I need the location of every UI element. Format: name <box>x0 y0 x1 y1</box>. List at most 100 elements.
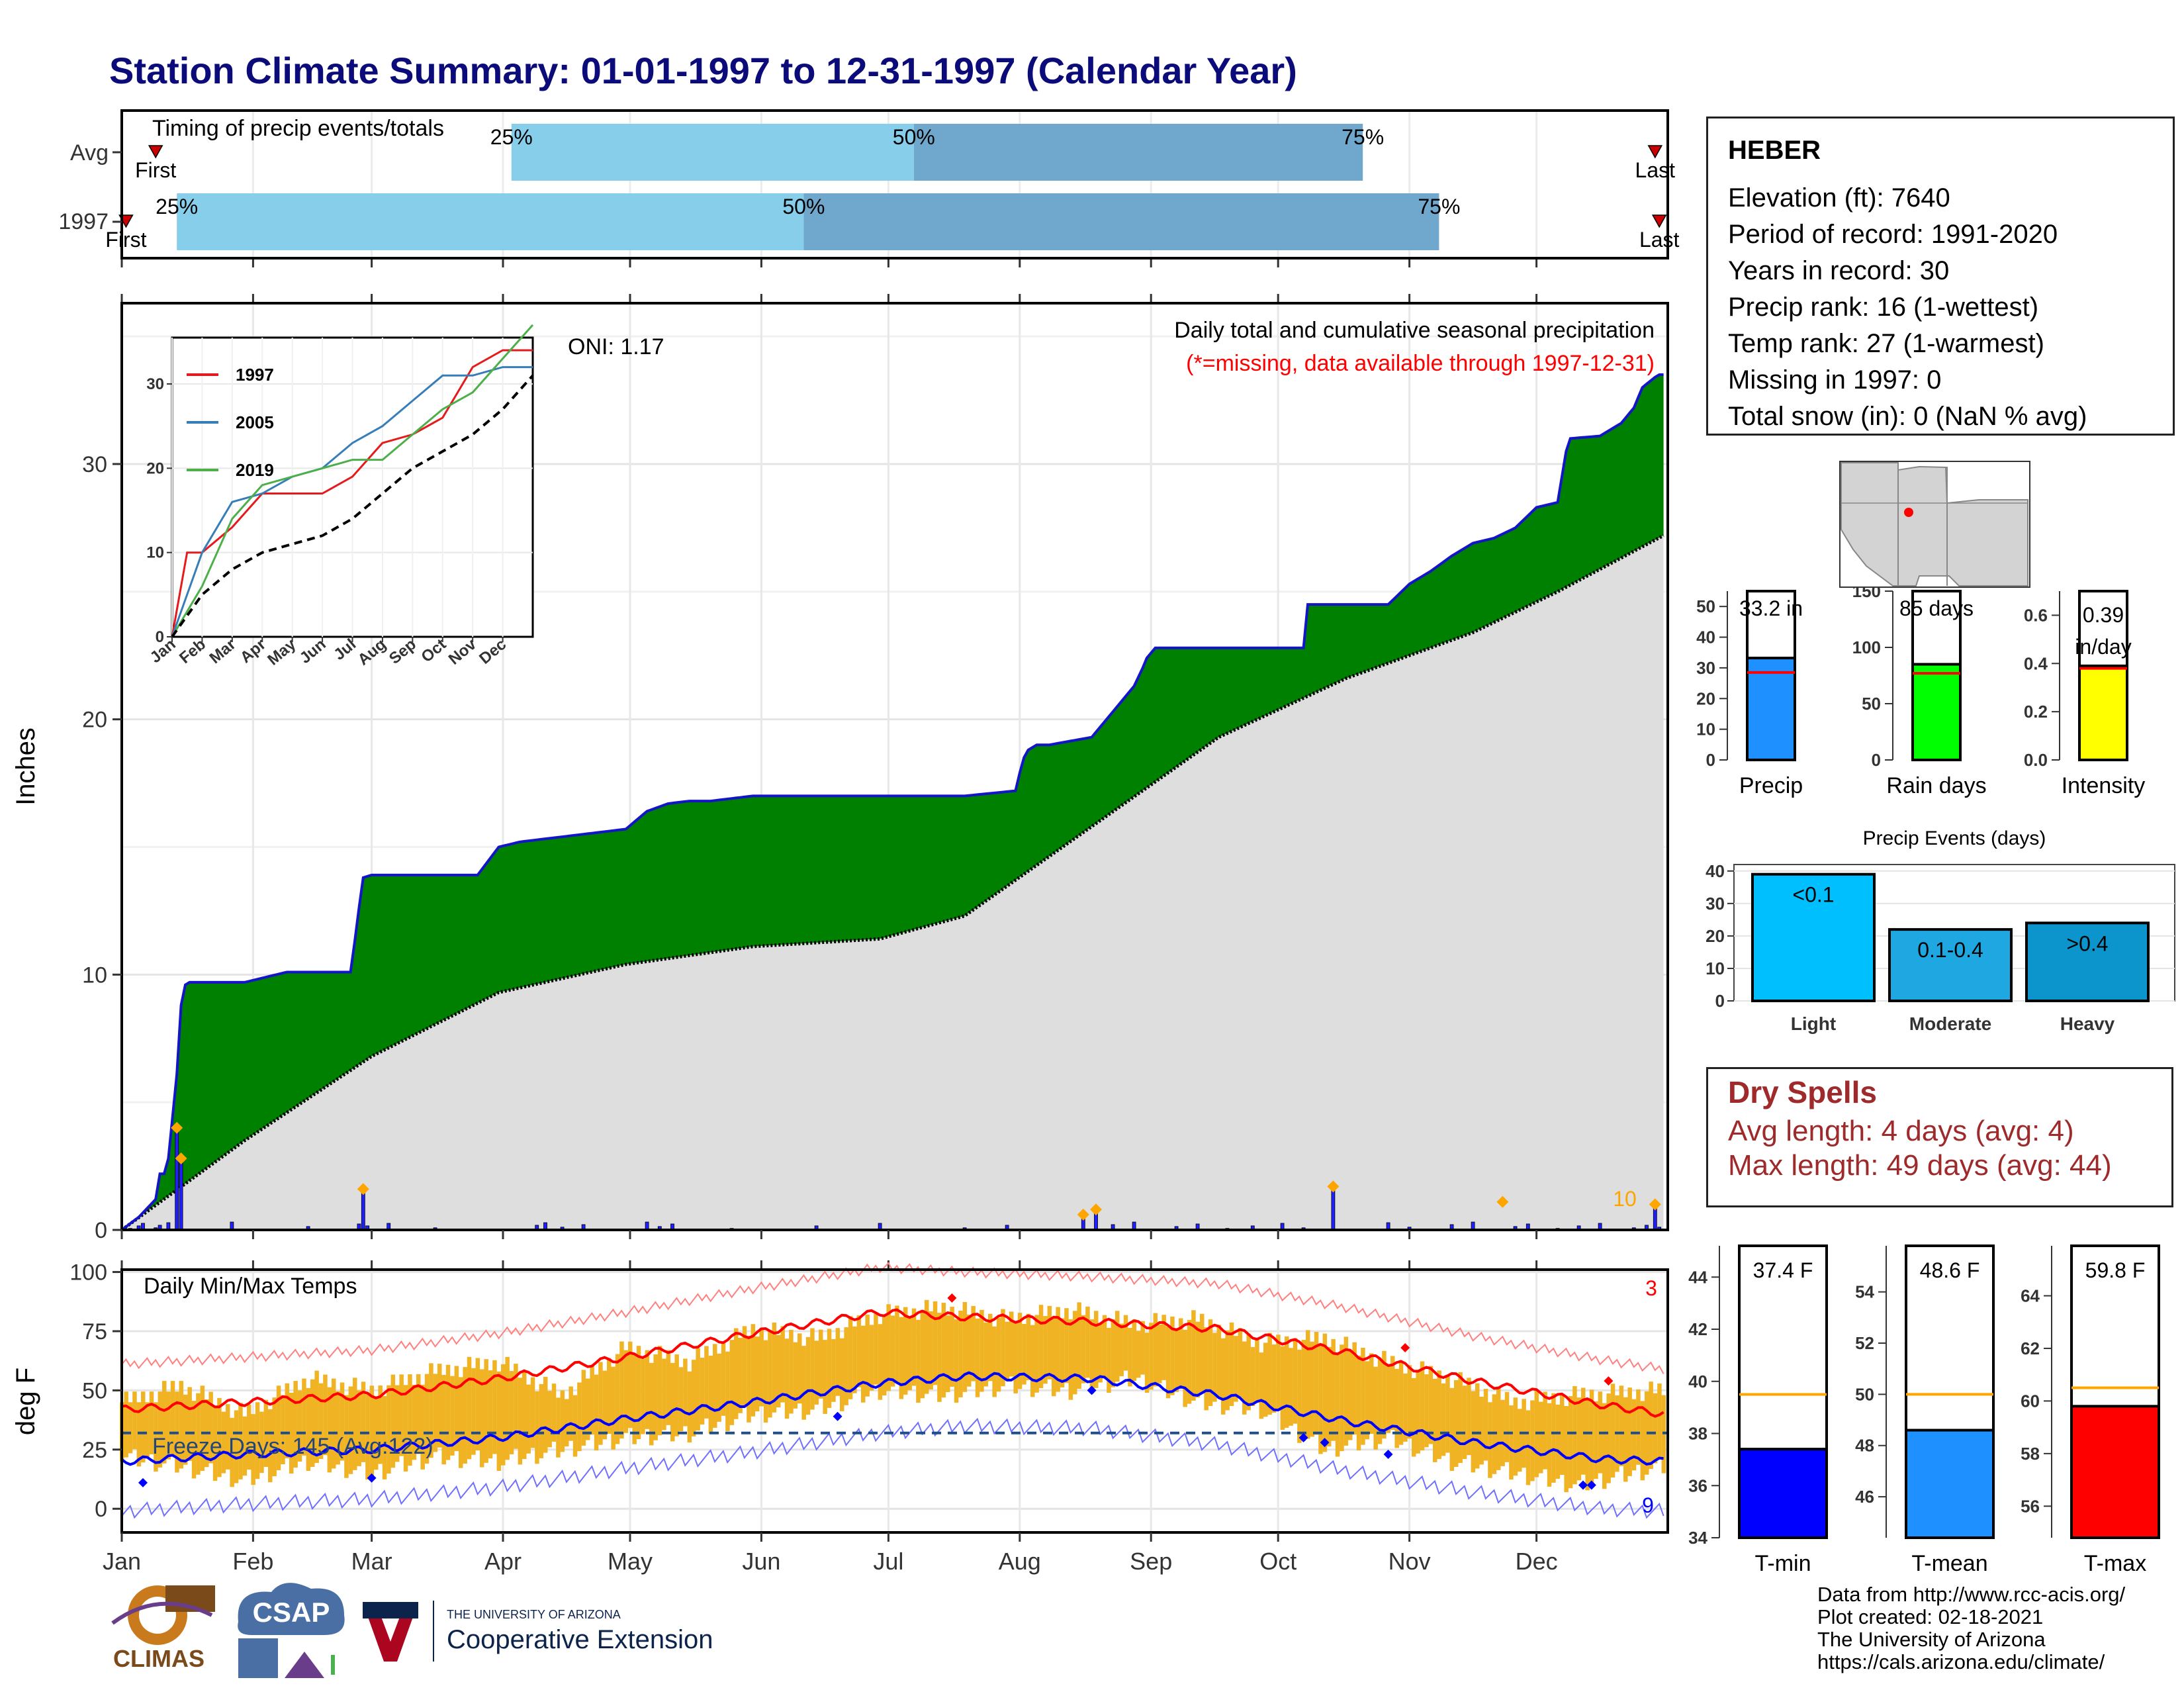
credit-line: Data from http://www.rcc-acis.org/ <box>1817 1583 2126 1606</box>
daily-temp-range <box>1356 1355 1361 1451</box>
small-chart-ytick-label: 50 <box>1696 596 1715 616</box>
daily-temp-range <box>674 1354 679 1436</box>
daily-temp-range <box>530 1377 535 1448</box>
daily-temp-range <box>729 1340 735 1425</box>
daily-temp-range <box>1013 1323 1018 1393</box>
events-ytick-label: 0 <box>1715 991 1725 1011</box>
daily-temp-range <box>170 1381 175 1456</box>
daily-temp-range <box>1073 1311 1077 1395</box>
precip-subheader: (*=missing, data available through 1997-… <box>1186 351 1655 376</box>
daily-temp-range <box>179 1381 184 1469</box>
daily-temp-range <box>1479 1396 1484 1465</box>
daily-temp-range <box>395 1385 400 1462</box>
daily-temp-range <box>1263 1342 1268 1417</box>
daily-temp-range <box>1259 1352 1264 1419</box>
daily-temp-range <box>1107 1327 1111 1393</box>
logos: CLIMAS CSAP THE UNIVERSITY OF ARIZONA Co… <box>111 1583 713 1678</box>
daily-temp-range <box>628 1341 633 1429</box>
daily-temp-range <box>958 1310 963 1397</box>
daily-temp-range <box>678 1367 684 1432</box>
daily-temp-range <box>1094 1311 1099 1388</box>
daily-temp-range <box>556 1397 561 1458</box>
record-low-marker <box>1320 1438 1330 1448</box>
daily-temp-range <box>759 1327 764 1407</box>
inset-legend: 1997 2005 2019 <box>187 365 274 480</box>
daily-temp-range <box>450 1376 455 1456</box>
small-chart-value-label: 33.2 in <box>1739 596 1803 620</box>
daily-temp-range <box>332 1378 336 1469</box>
station-name: HEBER <box>1728 136 1821 165</box>
daily-temp-range <box>1115 1311 1120 1382</box>
daily-temp-range <box>1128 1327 1132 1387</box>
daily-temp-range <box>141 1391 146 1463</box>
station-line: Elevation (ft): 7640 <box>1728 183 1950 212</box>
daily-temp-range <box>895 1305 899 1383</box>
daily-temp-range <box>1314 1331 1319 1435</box>
daily-temp-range <box>471 1368 476 1455</box>
precip-daily-bar <box>1331 1186 1336 1231</box>
daily-temp-range <box>484 1359 488 1463</box>
daily-temp-range <box>145 1402 150 1459</box>
daily-temp-range <box>1068 1319 1073 1400</box>
daily-temp-range <box>1119 1323 1124 1376</box>
daily-temp-range <box>636 1346 641 1440</box>
small-chart-bar <box>2070 1405 2160 1539</box>
daily-temp-range <box>1102 1315 1107 1378</box>
timing-q75-label: 75% <box>1342 125 1384 149</box>
daily-temp-range <box>1407 1365 1412 1439</box>
daily-temp-range <box>221 1411 226 1474</box>
daily-temp-range <box>827 1329 832 1408</box>
daily-temp-range <box>611 1366 615 1450</box>
daily-temp-range <box>268 1409 273 1483</box>
daily-temp-range <box>670 1362 675 1442</box>
daily-temp-range <box>700 1358 705 1425</box>
daily-temp-range <box>340 1382 345 1461</box>
daily-temp-range <box>941 1303 946 1398</box>
daily-temp-range <box>763 1340 768 1423</box>
daily-temp-range <box>408 1374 412 1466</box>
small-chart-value-label: 48.6 F <box>1920 1258 1980 1282</box>
daily-temp-range <box>496 1371 502 1472</box>
daily-temp-range <box>1636 1389 1641 1465</box>
daily-temp-range <box>1594 1401 1598 1479</box>
daily-temp-range <box>1373 1366 1378 1450</box>
svg-text:CSAP: CSAP <box>253 1597 330 1628</box>
daily-temp-range <box>1462 1385 1467 1460</box>
daily-temp-range <box>1089 1319 1095 1394</box>
daily-temp-range <box>1267 1333 1272 1415</box>
precip-count-label: 10 <box>1613 1187 1637 1211</box>
daily-temp-range <box>416 1374 421 1454</box>
svg-text:CLIMAS: CLIMAS <box>113 1645 205 1672</box>
small-chart-value-label: 85 days <box>1899 596 1974 620</box>
daily-temp-range <box>1144 1333 1150 1393</box>
daily-temp-range <box>1606 1393 1611 1483</box>
small-chart-ytick-label: 56 <box>2021 1496 2040 1516</box>
daily-temp-range <box>1204 1327 1208 1411</box>
events-title: Precip Events (days) <box>1863 827 2046 849</box>
daily-temp-range <box>899 1317 904 1399</box>
precip-above-average-area <box>122 375 1664 1230</box>
daily-temp-range <box>162 1381 167 1464</box>
daily-temp-range <box>925 1299 929 1394</box>
daily-temp-range <box>445 1364 451 1460</box>
daily-temp-range <box>297 1390 302 1462</box>
daily-temp-range <box>805 1336 811 1415</box>
climas-logo: CLIMAS <box>111 1585 215 1672</box>
daily-temp-range <box>831 1338 836 1402</box>
daily-temp-range <box>365 1394 370 1480</box>
daily-temp-range <box>840 1338 844 1411</box>
precip-ytick-label: 20 <box>82 708 107 733</box>
daily-temp-range <box>789 1329 794 1414</box>
temp-label: Daily Min/Max Temps <box>144 1274 357 1299</box>
record-low-marker <box>1298 1432 1308 1442</box>
daily-temp-range <box>285 1383 290 1458</box>
daily-temp-range <box>653 1354 658 1440</box>
daily-temp-range <box>522 1370 527 1460</box>
daily-temp-range <box>615 1354 620 1444</box>
daily-temp-range <box>619 1341 624 1439</box>
daily-temp-range <box>361 1382 366 1462</box>
record-low-marker <box>138 1477 148 1487</box>
first-event-marker <box>148 145 163 159</box>
timing-row-1997: 1997 <box>58 209 109 234</box>
